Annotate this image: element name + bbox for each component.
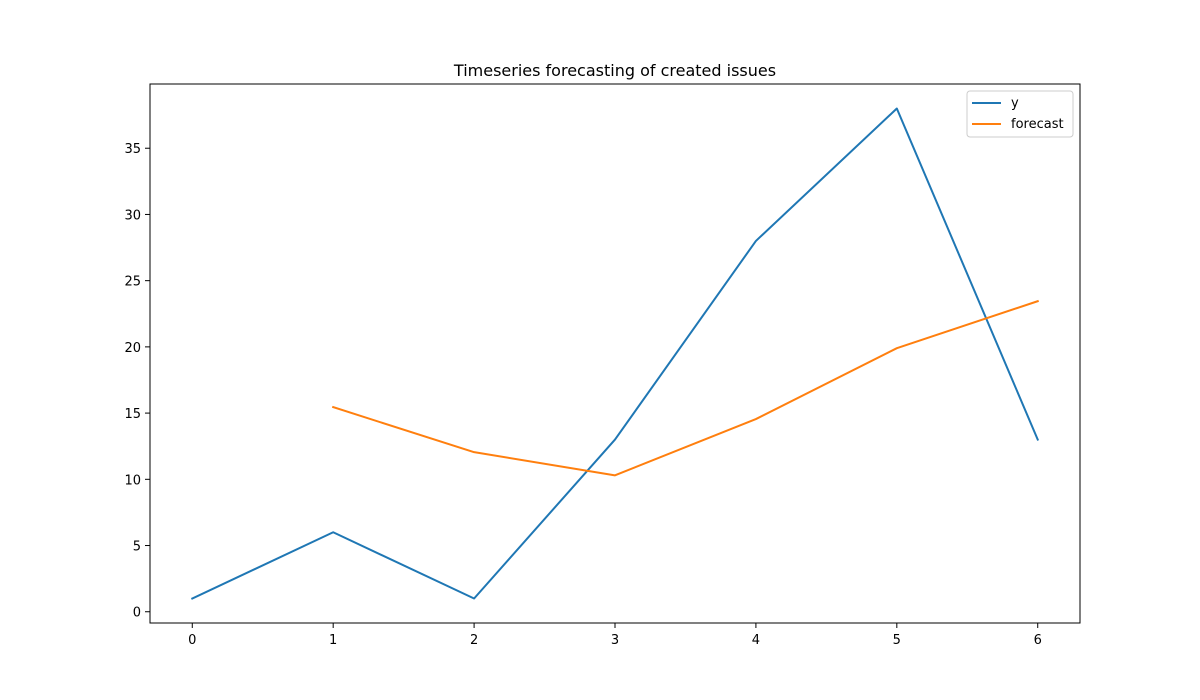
x-tick-label: 4: [752, 633, 760, 648]
x-tick-label: 6: [1034, 633, 1042, 648]
x-tick-label: 1: [329, 633, 337, 648]
x-tick-label: 3: [611, 633, 619, 648]
y-tick-label: 5: [133, 540, 141, 555]
y-tick-label: 25: [124, 275, 141, 290]
chart-title: Timeseries forecasting of created issues: [453, 61, 776, 80]
legend-label-y: y: [1011, 96, 1019, 111]
plot-area: 0 1 2 3 4 5 6 0 5 10 15 20 25 30 35 y forecast: [124, 83, 1081, 648]
x-tick-label: 0: [188, 633, 196, 648]
series-line-forecast: [331, 299, 1039, 477]
legend-label-forecast: forecast: [1011, 117, 1064, 132]
x-tick-label: 5: [893, 633, 901, 648]
series-line-y: [190, 107, 1040, 600]
y-tick-label: 35: [124, 142, 141, 157]
y-tick-label: 30: [124, 208, 141, 223]
y-tick-label: 20: [124, 341, 141, 356]
y-tick-label: 0: [133, 606, 141, 621]
legend: y forecast: [966, 90, 1074, 138]
x-tick-label: 2: [470, 633, 478, 648]
y-tick-label: 10: [124, 473, 141, 488]
y-tick-label: 15: [124, 407, 141, 422]
